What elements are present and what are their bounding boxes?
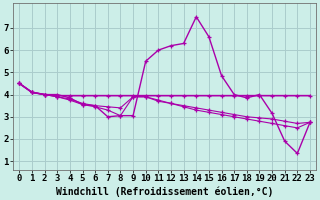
X-axis label: Windchill (Refroidissement éolien,°C): Windchill (Refroidissement éolien,°C) (56, 186, 273, 197)
